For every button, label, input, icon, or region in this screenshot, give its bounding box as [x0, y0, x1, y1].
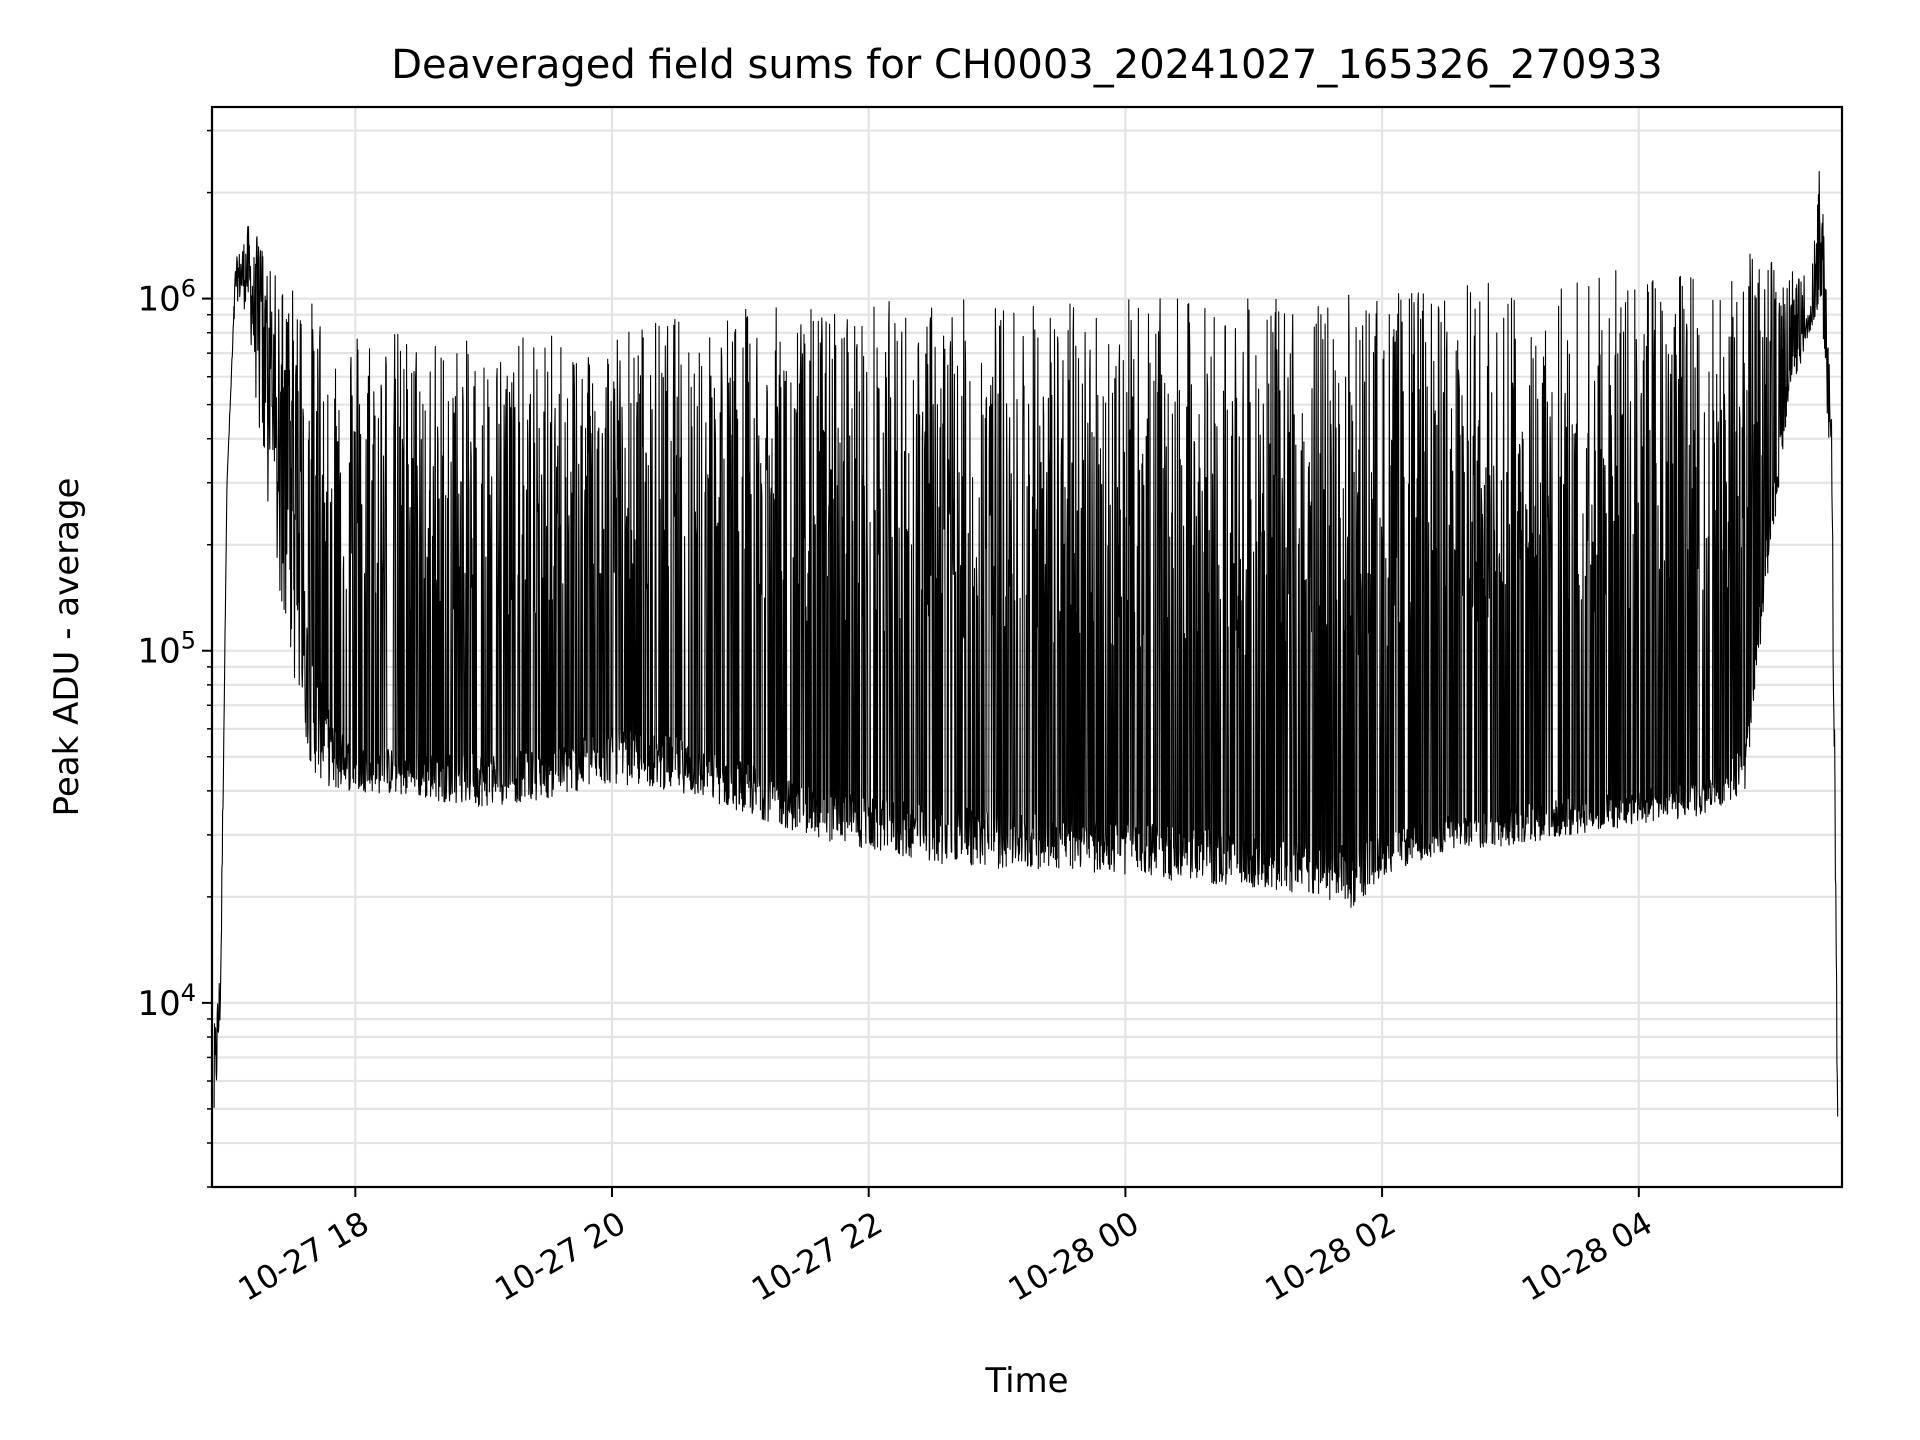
y-tick-exponent: 5 — [181, 627, 196, 655]
y-tick-exponent: 6 — [181, 275, 196, 303]
y-axis-label: Peak ADU - average — [47, 478, 87, 817]
y-tick-base: 10 — [137, 984, 180, 1024]
y-tick-label: 106 — [137, 275, 196, 320]
chart-title: Deaveraged field sums for CH0003_2024102… — [391, 42, 1663, 88]
y-tick-label: 105 — [137, 627, 196, 672]
plot-frame — [210, 105, 1844, 1189]
y-tick-base: 10 — [137, 632, 180, 672]
series-line — [213, 170, 1839, 1117]
series-group — [213, 170, 1839, 1117]
y-tick-base: 10 — [137, 280, 180, 320]
x-axis-label: Time — [984, 1361, 1068, 1401]
y-tick-label: 104 — [137, 979, 196, 1024]
y-tick-exponent: 4 — [181, 979, 196, 1007]
